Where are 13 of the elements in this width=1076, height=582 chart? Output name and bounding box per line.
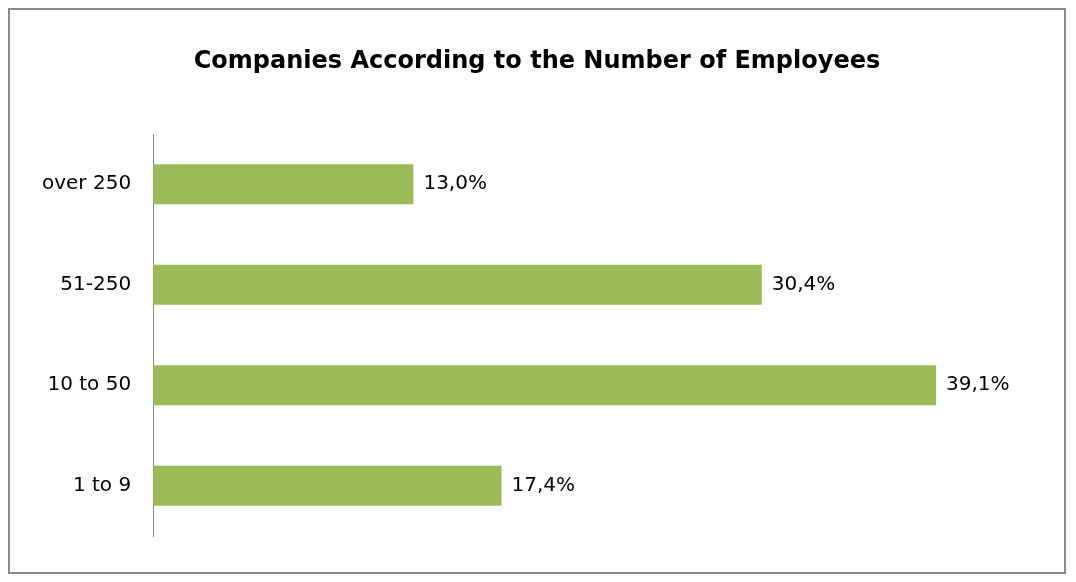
chart-title: Companies According to the Number of Employees	[192, 46, 882, 74]
bar	[153, 164, 414, 205]
y-tick-label: 1 to 9	[72, 471, 132, 496]
y-tick-label: 10 to 50	[47, 371, 132, 396]
bar	[153, 465, 502, 506]
bar	[153, 264, 762, 305]
y-tick-label: 51-250	[60, 270, 132, 295]
data-label: 17,4%	[511, 471, 576, 496]
y-tick-label: over 250	[41, 170, 132, 195]
data-label: 39,1%	[945, 371, 1010, 396]
bar	[153, 365, 936, 406]
data-label: 13,0%	[423, 170, 487, 195]
data-label: 30,4%	[771, 270, 836, 295]
